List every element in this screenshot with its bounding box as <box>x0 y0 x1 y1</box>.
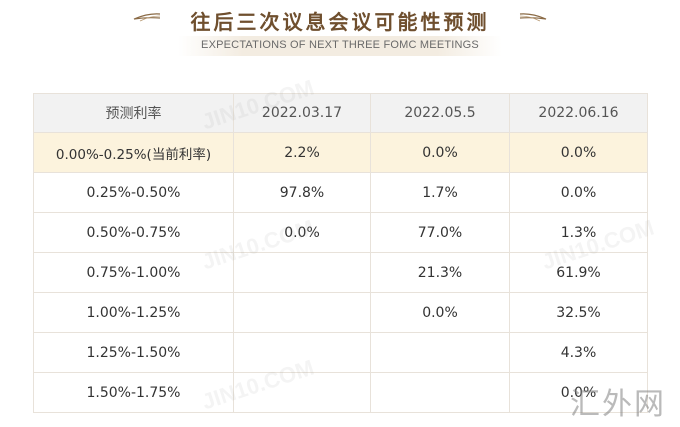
probability-cell: 0.0% <box>509 132 648 173</box>
rate-cell: 0.75%-1.00% <box>33 252 234 293</box>
column-header-meeting-3: 2022.06.16 <box>509 93 648 133</box>
column-header-meeting-1: 2022.03.17 <box>233 93 371 133</box>
probability-cell: 4.3% <box>509 332 648 373</box>
rate-cell: 0.25%-0.50% <box>33 172 234 213</box>
probability-cell <box>233 332 371 373</box>
rate-cell: 1.25%-1.50% <box>33 332 234 373</box>
probability-cell: 0.0% <box>509 172 648 213</box>
column-header-meeting-2: 2022.05.5 <box>370 93 510 133</box>
probability-cell <box>233 252 371 293</box>
table-row-current-rate: 0.00%-0.25%(当前利率) 2.2% 0.0% 0.0% <box>33 132 648 173</box>
page-subtitle: EXPECTATIONS OF NEXT THREE FOMC MEETINGS <box>201 39 479 51</box>
page-title: 往后三次议息会议可能性预测 <box>190 10 490 34</box>
probability-cell: 32.5% <box>509 292 648 333</box>
table-row: 1.50%-1.75% 0.0% <box>33 372 648 413</box>
page-header: 往后三次议息会议可能性预测 EXPECTATIONS OF NEXT THREE… <box>0 0 680 62</box>
probability-cell: 61.9% <box>509 252 648 293</box>
rate-cell: 1.00%-1.25% <box>33 292 234 333</box>
table-header-row: 预测利率 2022.03.17 2022.05.5 2022.06.16 <box>33 93 648 133</box>
probability-cell: 2.2% <box>233 132 371 173</box>
probability-cell: 0.0% <box>370 292 510 333</box>
probability-cell: 1.7% <box>370 172 510 213</box>
table-row: 1.25%-1.50% 4.3% <box>33 332 648 373</box>
probability-cell: 1.3% <box>509 212 648 253</box>
probability-cell: 0.0% <box>370 132 510 173</box>
probability-cell <box>233 292 371 333</box>
probability-cell: 21.3% <box>370 252 510 293</box>
left-ornament-icon <box>133 13 161 22</box>
table-row: 0.25%-0.50% 97.8% 1.7% 0.0% <box>33 172 648 213</box>
probability-cell <box>370 372 510 413</box>
table-row: 0.50%-0.75% 0.0% 77.0% 1.3% <box>33 212 648 253</box>
column-header-rate: 预测利率 <box>33 93 234 133</box>
rate-cell: 0.00%-0.25%(当前利率) <box>33 132 234 173</box>
rate-cell: 0.50%-0.75% <box>33 212 234 253</box>
probability-cell: 97.8% <box>233 172 371 213</box>
subtitle-background <box>178 36 502 56</box>
probability-cell <box>370 332 510 373</box>
probability-cell: 77.0% <box>370 212 510 253</box>
probability-cell: 0.0% <box>233 212 371 253</box>
probability-cell <box>233 372 371 413</box>
probability-cell: 0.0% <box>509 372 648 413</box>
table-row: 0.75%-1.00% 21.3% 61.9% <box>33 252 648 293</box>
rate-cell: 1.50%-1.75% <box>33 372 234 413</box>
table-row: 1.00%-1.25% 0.0% 32.5% <box>33 292 648 333</box>
right-ornament-icon <box>519 13 547 22</box>
probability-table: 预测利率 2022.03.17 2022.05.5 2022.06.16 0.0… <box>33 93 648 413</box>
corner-watermark: 汇外网 <box>570 387 666 422</box>
